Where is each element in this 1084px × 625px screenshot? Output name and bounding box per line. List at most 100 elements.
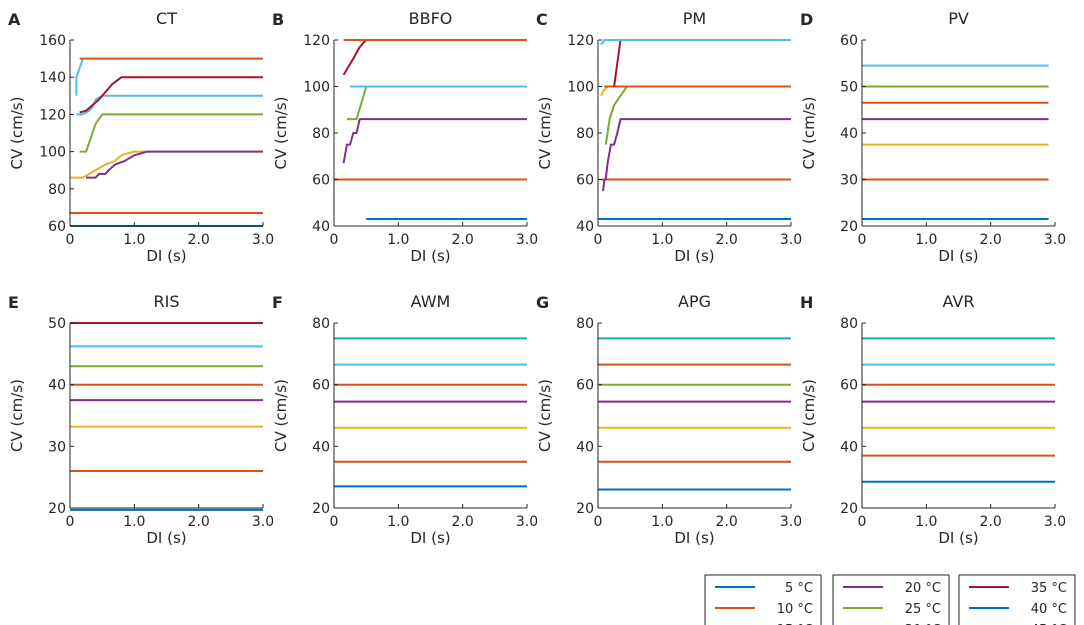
y-axis-label: CV (cm/s) bbox=[536, 97, 554, 170]
y-tick-label: 60 bbox=[840, 378, 858, 394]
x-tick-label: 2.0 bbox=[452, 514, 474, 530]
x-tick-label: 2.0 bbox=[716, 232, 738, 248]
series-line bbox=[600, 39, 791, 46]
y-tick-label: 100 bbox=[567, 80, 594, 96]
x-tick-label: 2.0 bbox=[980, 232, 1002, 248]
y-tick-label: 120 bbox=[303, 33, 330, 49]
x-axis-label: DI (s) bbox=[146, 529, 186, 547]
y-tick-label: 30 bbox=[48, 439, 66, 455]
y-tick-label: 60 bbox=[312, 378, 330, 394]
y-tick-label: 80 bbox=[312, 126, 330, 142]
y-tick-label: 100 bbox=[303, 80, 330, 96]
x-tick-label: 0 bbox=[66, 514, 75, 530]
x-axis-label: DI (s) bbox=[674, 247, 714, 265]
x-tick-label: 3.0 bbox=[780, 232, 802, 248]
x-tick-label: 2.0 bbox=[716, 514, 738, 530]
y-tick-label: 140 bbox=[39, 70, 66, 86]
x-axis-label: DI (s) bbox=[410, 247, 450, 265]
series-line bbox=[75, 58, 84, 96]
y-axis-label: CV (cm/s) bbox=[272, 379, 290, 452]
y-tick-label: 120 bbox=[567, 33, 594, 49]
panel-D: D PV 0 1.0 2.0 3.0 20 30 40 50 60 DI (s) CV (cm/s) bbox=[800, 9, 1066, 265]
y-tick-label: 40 bbox=[312, 439, 330, 455]
panel-letter: B bbox=[272, 10, 284, 29]
x-tick-label: 0 bbox=[66, 232, 75, 248]
legend-label: 10 °C bbox=[777, 602, 813, 617]
y-tick-label: 60 bbox=[48, 219, 66, 235]
legend-label: 15 °C bbox=[777, 623, 813, 625]
panel-C: C PM 0 1.0 2.0 3.0 40 60 80 100 120 DI (s) CV (cm/s) bbox=[536, 9, 802, 265]
x-tick-label: 0 bbox=[858, 232, 867, 248]
panel-F: F AWM 0 1.0 2.0 3.0 20 40 60 80 DI (s) CV (cm/s) bbox=[272, 292, 538, 547]
x-tick-label: 3.0 bbox=[516, 232, 538, 248]
legend-label: 20 °C bbox=[905, 581, 941, 596]
y-axis-label: CV (cm/s) bbox=[272, 97, 290, 170]
series-line bbox=[602, 118, 791, 192]
y-tick-label: 20 bbox=[312, 501, 330, 517]
series-line bbox=[346, 86, 368, 121]
y-axis-label: CV (cm/s) bbox=[800, 97, 818, 170]
panel-letter: C bbox=[536, 10, 548, 29]
panel-letter: E bbox=[8, 293, 19, 312]
x-tick-label: 1.0 bbox=[651, 232, 673, 248]
x-tick-label: 1.0 bbox=[123, 232, 145, 248]
y-tick-label: 20 bbox=[840, 219, 858, 235]
panel-letter: A bbox=[8, 10, 21, 29]
x-tick-label: 2.0 bbox=[188, 232, 210, 248]
series-line bbox=[342, 118, 527, 164]
legend-label: 30 °C bbox=[905, 623, 941, 625]
y-tick-label: 80 bbox=[840, 316, 858, 332]
y-axis-label: CV (cm/s) bbox=[8, 97, 26, 170]
panel-title: CT bbox=[156, 9, 177, 28]
series-line bbox=[342, 39, 367, 76]
y-tick-label: 80 bbox=[576, 316, 594, 332]
x-tick-label: 1.0 bbox=[915, 232, 937, 248]
series-line bbox=[600, 85, 791, 97]
legend-label: 25 °C bbox=[905, 602, 941, 617]
panel-B: B BBFO 0 1.0 2.0 3.0 40 60 80 100 120 DI (s) CV (cm/… bbox=[272, 9, 538, 265]
y-axis-label: CV (cm/s) bbox=[8, 379, 26, 452]
y-tick-label: 80 bbox=[48, 182, 66, 198]
y-tick-label: 40 bbox=[312, 219, 330, 235]
y-tick-label: 40 bbox=[576, 219, 594, 235]
x-tick-label: 2.0 bbox=[188, 514, 210, 530]
y-tick-label: 160 bbox=[39, 33, 66, 49]
x-tick-label: 1.0 bbox=[123, 514, 145, 530]
x-tick-label: 1.0 bbox=[915, 514, 937, 530]
y-tick-label: 60 bbox=[576, 173, 594, 189]
y-tick-label: 30 bbox=[840, 173, 858, 189]
x-tick-label: 1.0 bbox=[387, 232, 409, 248]
series-line bbox=[79, 76, 263, 114]
legend-box bbox=[958, 574, 1076, 625]
x-tick-label: 0 bbox=[594, 232, 603, 248]
panel-letter: D bbox=[800, 10, 813, 29]
x-tick-label: 2.0 bbox=[980, 514, 1002, 530]
legend-box bbox=[832, 574, 950, 625]
legend-label: 5 °C bbox=[785, 581, 813, 596]
series-line bbox=[86, 150, 263, 179]
panel-title: AWM bbox=[411, 292, 451, 311]
legend: 5 °C 10 °C 15 °C 20 °C 25 °C 30 °C 35 °C 40 °C 4… bbox=[704, 574, 1076, 625]
y-axis-label: CV (cm/s) bbox=[800, 379, 818, 452]
legend-label: 35 °C bbox=[1031, 581, 1067, 596]
y-tick-label: 100 bbox=[39, 145, 66, 161]
x-tick-label: 1.0 bbox=[387, 514, 409, 530]
y-tick-label: 40 bbox=[48, 378, 66, 394]
y-tick-label: 40 bbox=[576, 439, 594, 455]
x-tick-label: 0 bbox=[858, 514, 867, 530]
legend-box bbox=[704, 574, 822, 625]
panel-title: BBFO bbox=[409, 9, 453, 28]
y-tick-label: 20 bbox=[48, 501, 66, 517]
x-axis-label: DI (s) bbox=[938, 247, 978, 265]
panel-title: RIS bbox=[154, 292, 180, 311]
y-tick-label: 60 bbox=[312, 173, 330, 189]
series-line bbox=[613, 39, 622, 87]
y-tick-label: 20 bbox=[576, 501, 594, 517]
x-tick-label: 3.0 bbox=[780, 514, 802, 530]
x-tick-label: 3.0 bbox=[1044, 232, 1066, 248]
panel-letter: G bbox=[536, 293, 549, 312]
x-tick-label: 3.0 bbox=[1044, 514, 1066, 530]
panel-title: APG bbox=[678, 292, 711, 311]
x-axis-label: DI (s) bbox=[410, 529, 450, 547]
panel-G: G APG 0 1.0 2.0 3.0 20 40 60 80 DI (s) CV (cm/s) bbox=[536, 292, 802, 547]
